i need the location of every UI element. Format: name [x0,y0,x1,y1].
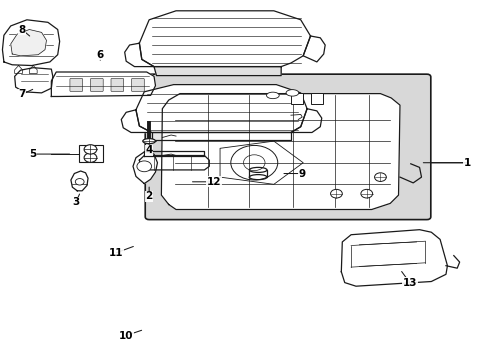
Bar [291,93,303,104]
Circle shape [84,145,97,154]
FancyBboxPatch shape [131,78,144,91]
Polygon shape [144,151,204,156]
FancyBboxPatch shape [90,78,103,91]
Polygon shape [154,67,281,76]
Polygon shape [139,11,310,67]
Polygon shape [15,68,53,93]
Polygon shape [341,230,447,286]
FancyBboxPatch shape [111,78,123,91]
FancyBboxPatch shape [70,78,82,91]
Circle shape [75,179,84,185]
Ellipse shape [266,92,279,99]
Polygon shape [71,171,88,191]
FancyBboxPatch shape [145,74,430,220]
Text: 1: 1 [463,158,470,168]
Polygon shape [121,110,151,132]
Polygon shape [2,20,60,66]
Text: 7: 7 [18,89,26,99]
Circle shape [360,189,372,198]
Circle shape [330,189,342,198]
Polygon shape [303,36,325,62]
Bar [79,145,102,162]
Text: 12: 12 [206,177,221,187]
Polygon shape [249,170,266,177]
Circle shape [84,153,97,162]
Polygon shape [51,72,155,96]
Text: 8: 8 [19,24,25,35]
Polygon shape [133,152,157,184]
Polygon shape [139,156,209,170]
Text: 9: 9 [298,168,305,179]
Polygon shape [11,30,46,56]
Polygon shape [124,43,154,67]
Circle shape [374,173,386,181]
Polygon shape [151,132,290,140]
Text: 11: 11 [109,248,123,258]
Ellipse shape [285,90,298,96]
Text: 6: 6 [97,50,103,60]
Ellipse shape [249,175,266,180]
Text: 10: 10 [119,330,133,341]
Text: 2: 2 [145,191,152,201]
Ellipse shape [142,139,155,144]
Polygon shape [290,109,321,132]
Polygon shape [161,94,399,210]
Text: 3: 3 [72,197,79,207]
Text: 4: 4 [145,145,153,156]
Text: 13: 13 [402,278,416,288]
Polygon shape [136,85,306,132]
Bar [310,93,322,104]
Circle shape [137,161,151,172]
Text: 5: 5 [30,149,37,159]
Ellipse shape [249,167,266,172]
